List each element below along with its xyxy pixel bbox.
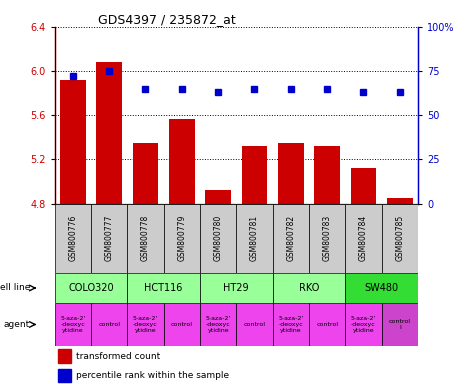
Text: control: control xyxy=(316,322,338,327)
Text: GDS4397 / 235872_at: GDS4397 / 235872_at xyxy=(98,13,236,26)
Text: GSM800777: GSM800777 xyxy=(104,215,114,261)
Text: 5-aza-2'
-deoxyc
ytidine: 5-aza-2' -deoxyc ytidine xyxy=(206,316,231,333)
Bar xyxy=(314,146,340,204)
Bar xyxy=(58,369,71,382)
Text: control: control xyxy=(98,322,120,327)
Text: 5-aza-2'
-deoxyc
ytidine: 5-aza-2' -deoxyc ytidine xyxy=(60,316,86,333)
Bar xyxy=(127,273,200,303)
Text: GSM800778: GSM800778 xyxy=(141,215,150,261)
Bar xyxy=(242,146,267,204)
Bar xyxy=(273,204,309,273)
Bar xyxy=(345,204,381,273)
Bar xyxy=(127,303,163,346)
Text: GSM800783: GSM800783 xyxy=(323,215,332,261)
Bar xyxy=(200,273,273,303)
Text: GSM800785: GSM800785 xyxy=(395,215,404,261)
Bar xyxy=(200,204,237,273)
Bar xyxy=(163,303,200,346)
Bar xyxy=(309,303,345,346)
Text: 5-aza-2'
-deoxyc
ytidine: 5-aza-2' -deoxyc ytidine xyxy=(133,316,158,333)
Text: agent: agent xyxy=(4,320,30,329)
Bar xyxy=(133,143,158,204)
Bar xyxy=(273,303,309,346)
Text: GSM800779: GSM800779 xyxy=(177,215,186,261)
Text: 5-aza-2'
-deoxyc
ytidine: 5-aza-2' -deoxyc ytidine xyxy=(351,316,376,333)
Bar xyxy=(273,273,345,303)
Bar xyxy=(351,168,376,204)
Bar xyxy=(278,143,304,204)
Text: control: control xyxy=(244,322,266,327)
Bar xyxy=(96,62,122,204)
Bar xyxy=(55,303,91,346)
Bar xyxy=(127,204,163,273)
Bar xyxy=(381,204,418,273)
Text: cell line: cell line xyxy=(0,283,30,293)
Bar xyxy=(60,80,86,204)
Bar xyxy=(387,198,413,204)
Text: 5-aza-2'
-deoxyc
ytidine: 5-aza-2' -deoxyc ytidine xyxy=(278,316,304,333)
Text: HCT116: HCT116 xyxy=(144,283,183,293)
Bar xyxy=(345,273,418,303)
Bar xyxy=(91,204,127,273)
Bar xyxy=(55,273,127,303)
Text: GSM800781: GSM800781 xyxy=(250,215,259,261)
Bar xyxy=(163,204,200,273)
Text: RKO: RKO xyxy=(299,283,319,293)
Bar xyxy=(55,204,91,273)
Bar xyxy=(205,190,231,204)
Text: percentile rank within the sample: percentile rank within the sample xyxy=(76,371,229,380)
Bar xyxy=(200,303,237,346)
Text: SW480: SW480 xyxy=(365,283,399,293)
Text: control
l: control l xyxy=(389,319,411,330)
Text: transformed count: transformed count xyxy=(76,352,161,361)
Text: HT29: HT29 xyxy=(224,283,249,293)
Text: GSM800784: GSM800784 xyxy=(359,215,368,261)
Text: control: control xyxy=(171,322,193,327)
Bar xyxy=(237,303,273,346)
Text: GSM800782: GSM800782 xyxy=(286,215,295,261)
Bar xyxy=(91,303,127,346)
Bar xyxy=(169,119,195,204)
Text: GSM800776: GSM800776 xyxy=(68,215,77,261)
Text: COLO320: COLO320 xyxy=(68,283,114,293)
Text: GSM800780: GSM800780 xyxy=(214,215,223,261)
Bar xyxy=(237,204,273,273)
Bar xyxy=(345,303,381,346)
Bar xyxy=(381,303,418,346)
Bar xyxy=(309,204,345,273)
Bar xyxy=(58,349,71,363)
